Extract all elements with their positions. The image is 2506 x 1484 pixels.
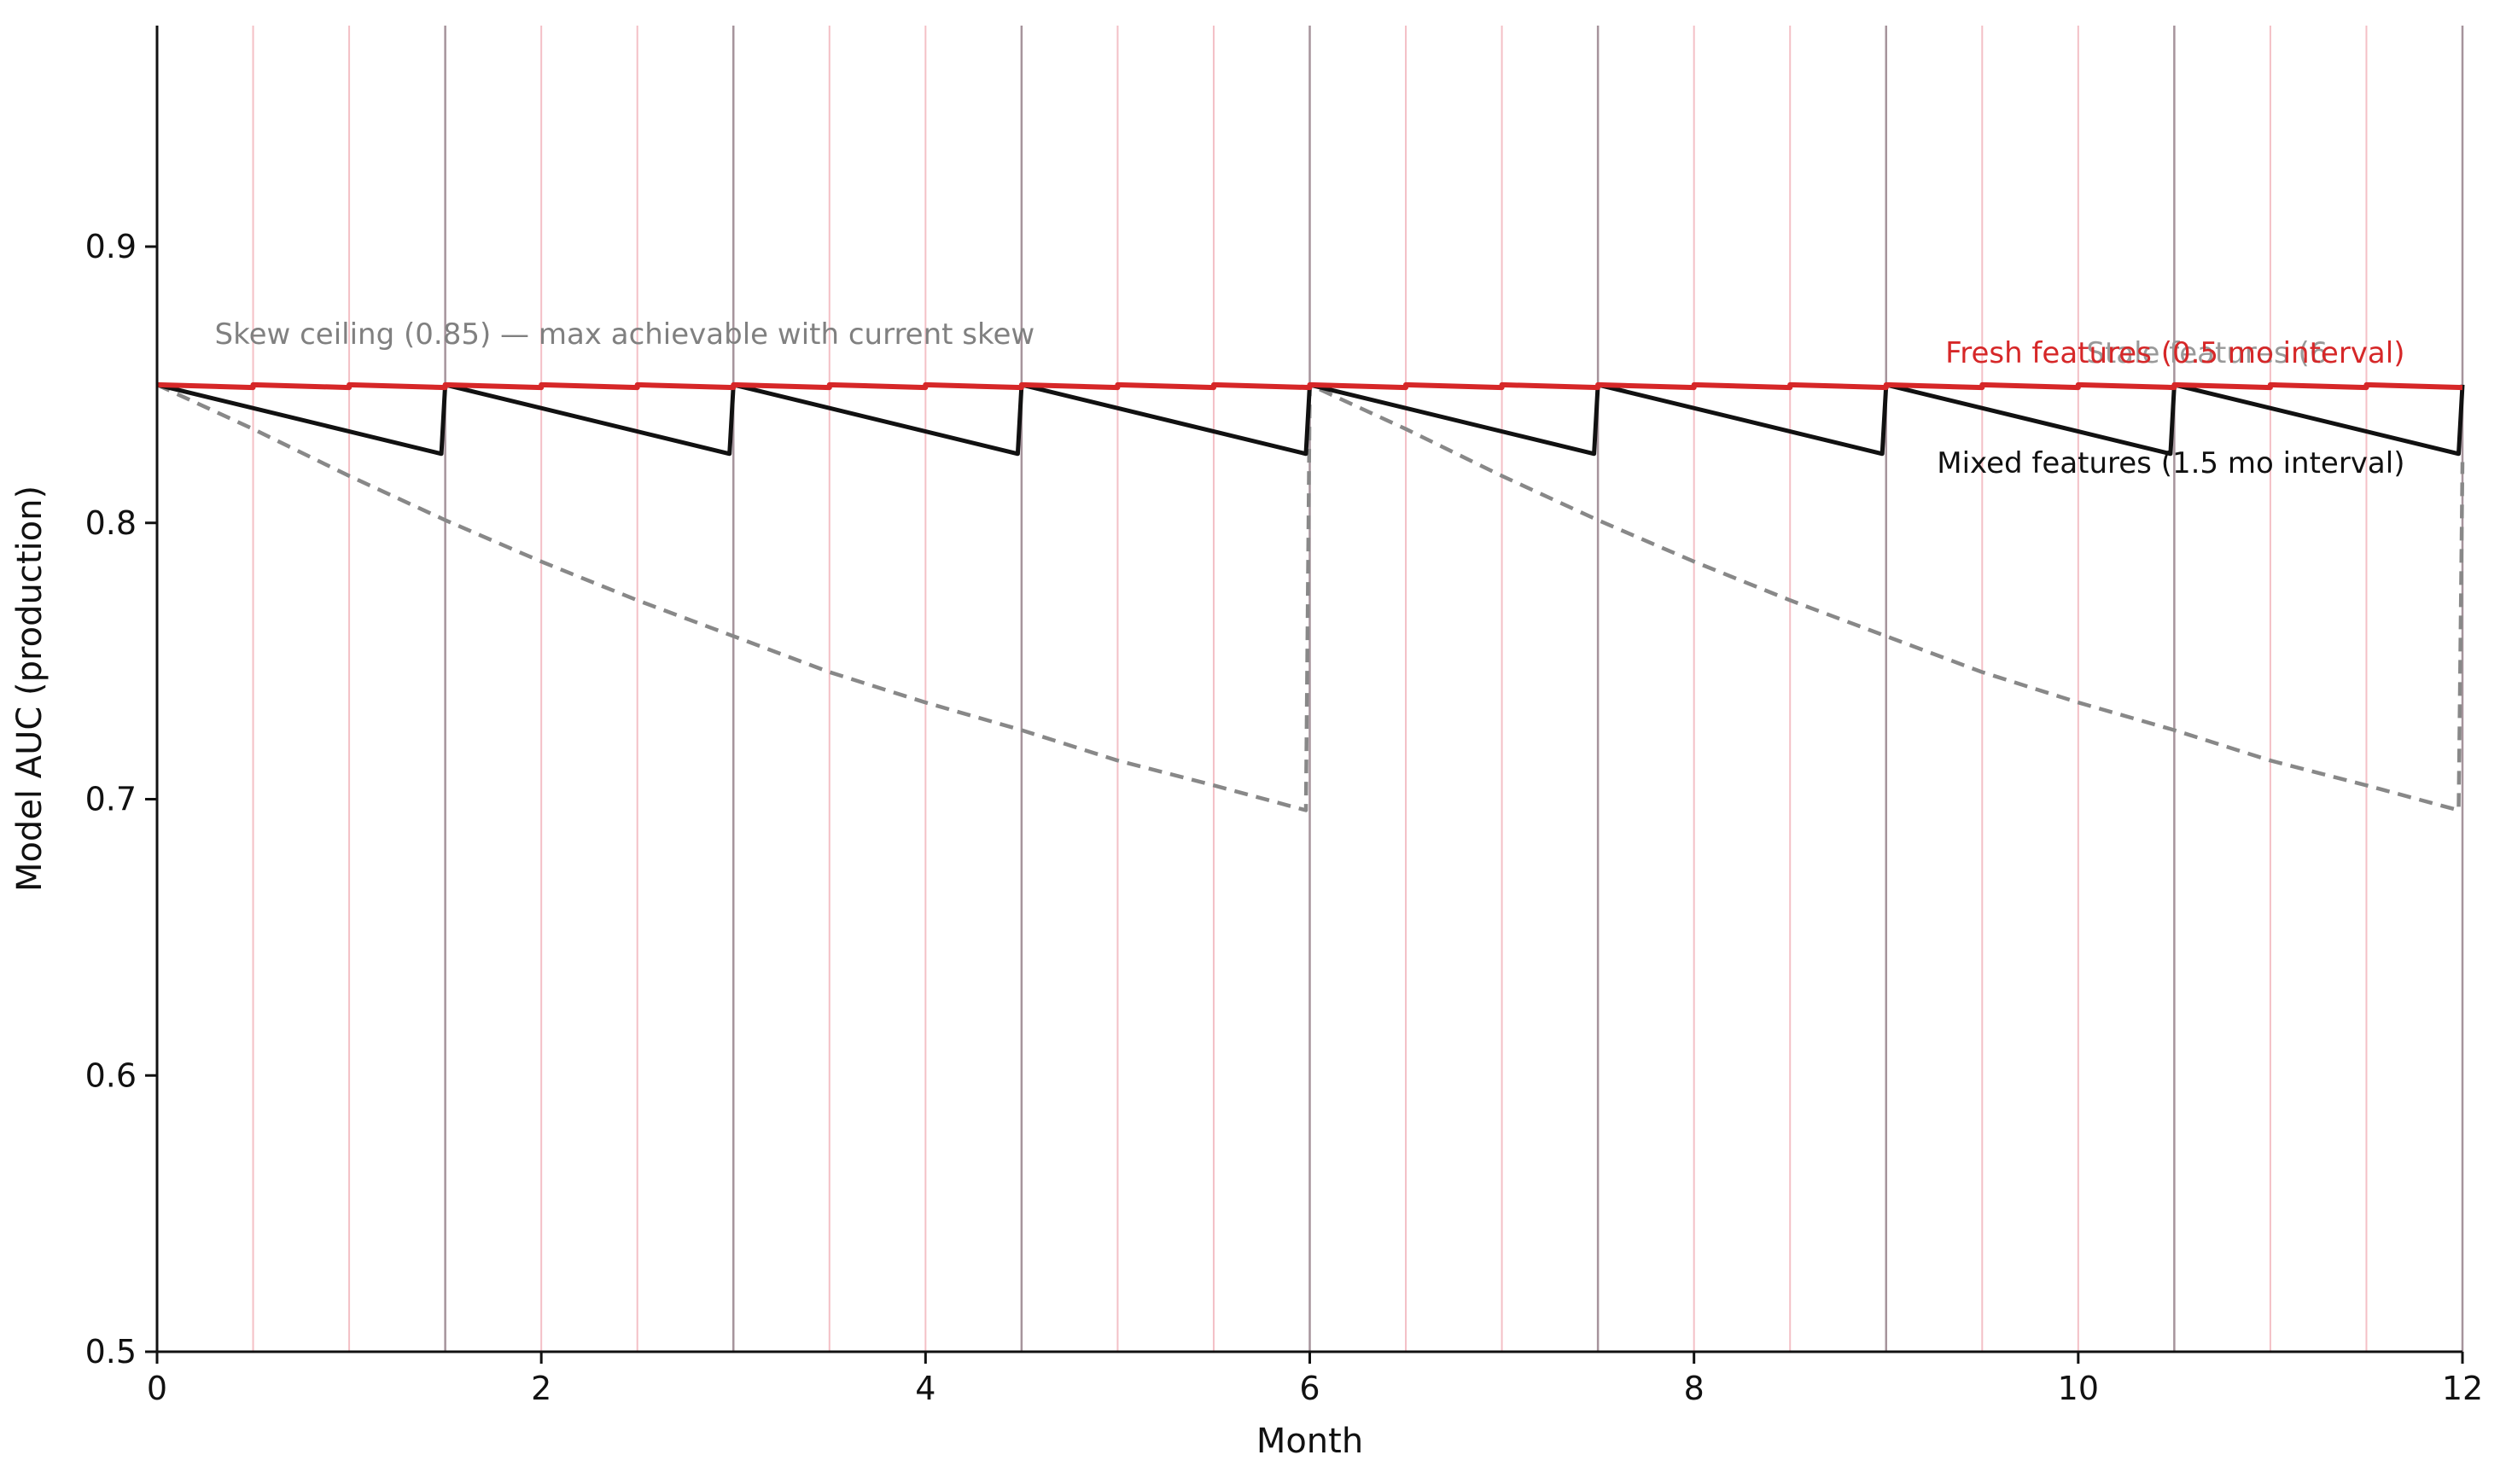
x-tick-label: 4 — [915, 1370, 935, 1407]
axis-ticks: 0 2 4 6 8 10 12 0.5 0.6 0.7 0.8 0.9 — [85, 228, 2484, 1407]
y-tick-label: 0.7 — [85, 781, 137, 818]
skew-ceiling-annotation: Skew ceiling (0.85) — max achievable wit… — [215, 317, 1035, 352]
fresh-series-label: Fresh features (0.5 mo interval) — [1945, 336, 2404, 370]
y-tick-label: 0.9 — [85, 228, 137, 265]
x-axis-title: Month — [1256, 1422, 1363, 1461]
x-tick-label: 12 — [2442, 1370, 2483, 1407]
y-tick-label: 0.8 — [85, 504, 137, 542]
y-axis-title: Model AUC (production) — [10, 486, 50, 892]
x-tick-label: 10 — [2058, 1370, 2099, 1407]
x-tick-label: 8 — [1684, 1370, 1705, 1407]
y-tick-label: 0.6 — [85, 1056, 137, 1094]
mixed-series-label: Mixed features (1.5 mo interval) — [1937, 446, 2404, 480]
fresh-series-line — [156, 381, 2463, 391]
y-tick-label: 0.5 — [85, 1333, 137, 1371]
x-tick-label: 6 — [1299, 1370, 1320, 1407]
x-tick-label: 2 — [531, 1370, 551, 1407]
retrain-lines — [252, 26, 2464, 1352]
series-layer — [156, 381, 2465, 812]
x-tick-label: 0 — [147, 1370, 167, 1407]
stale-series-label: Stale features (6 — [2086, 336, 2328, 370]
